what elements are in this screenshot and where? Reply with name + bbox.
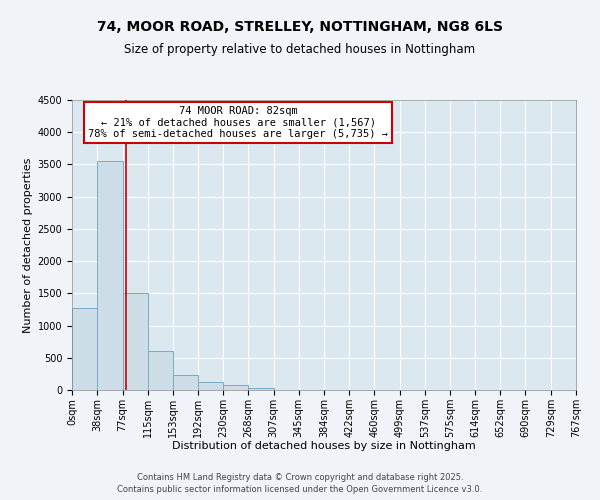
Bar	[72, 308, 97, 390]
Text: Size of property relative to detached houses in Nottingham: Size of property relative to detached ho…	[124, 42, 476, 56]
Bar	[173, 374, 198, 390]
Text: Contains HM Land Registry data © Crown copyright and database right 2025.: Contains HM Land Registry data © Crown c…	[137, 472, 463, 482]
Bar	[248, 388, 274, 390]
X-axis label: Distribution of detached houses by size in Nottingham: Distribution of detached houses by size …	[172, 442, 476, 452]
Y-axis label: Number of detached properties: Number of detached properties	[23, 158, 34, 332]
Text: Contains public sector information licensed under the Open Government Licence v3: Contains public sector information licen…	[118, 485, 482, 494]
Bar	[122, 294, 148, 390]
Bar	[148, 352, 173, 390]
Text: 74 MOOR ROAD: 82sqm
← 21% of detached houses are smaller (1,567)
78% of semi-det: 74 MOOR ROAD: 82sqm ← 21% of detached ho…	[88, 106, 388, 139]
Text: 74, MOOR ROAD, STRELLEY, NOTTINGHAM, NG8 6LS: 74, MOOR ROAD, STRELLEY, NOTTINGHAM, NG8…	[97, 20, 503, 34]
Bar	[198, 382, 223, 390]
Bar	[223, 385, 248, 390]
Bar	[97, 161, 122, 390]
